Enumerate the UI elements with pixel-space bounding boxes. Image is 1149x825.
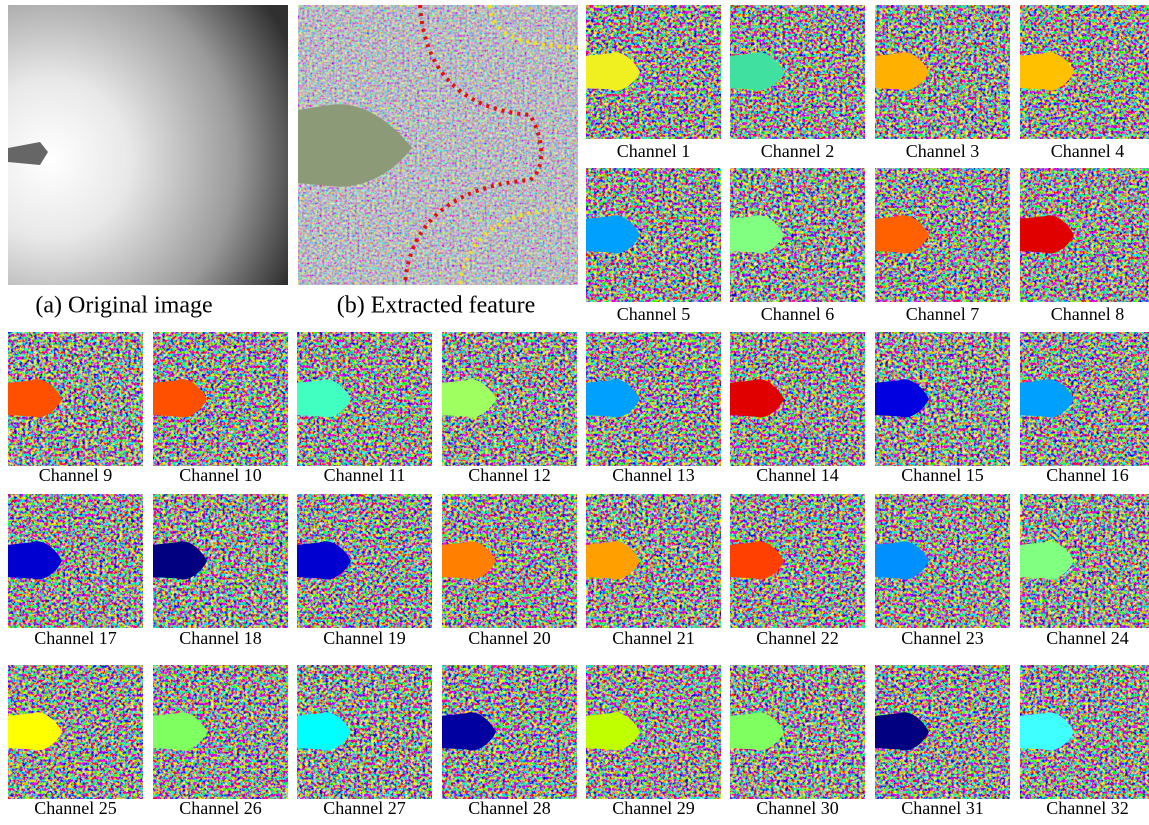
channel-label: Channel 15 [901,465,984,485]
channel-tile: Channel 27 [297,665,432,818]
channel-label: Channel 9 [39,465,113,485]
channel-tile: Channel 16 [1020,332,1149,485]
channel-label: Channel 32 [1046,798,1129,818]
channel-tile: Channel 12 [442,332,577,485]
channel-tile: Channel 22 [730,494,865,648]
channel-label: Channel 6 [761,304,835,324]
channel-label: Channel 28 [468,798,551,818]
channel-label: Channel 22 [756,628,839,648]
channel-tile: Channel 24 [1020,494,1149,648]
channel-tile: Channel 4 [1020,5,1149,161]
channel-tile: Channel 23 [875,494,1010,648]
channel-label: Channel 11 [324,465,406,485]
channel-tile: Channel 15 [875,332,1010,485]
channel-tile: Channel 21 [586,494,721,648]
channel-label: Channel 19 [323,628,406,648]
channel-label: Channel 12 [468,465,551,485]
channel-tile: Channel 28 [442,665,577,818]
channel-label: Channel 4 [1051,141,1125,161]
channel-tile: Channel 18 [153,494,288,648]
channel-label: Channel 26 [179,798,262,818]
channel-label: Channel 29 [612,798,695,818]
original-image [8,5,288,285]
channel-label: Channel 7 [906,304,980,324]
channel-label: Channel 5 [617,304,691,324]
channel-label: Channel 1 [617,141,691,161]
channel-tile: Channel 3 [875,5,1010,161]
channel-tile: Channel 9 [8,332,143,485]
channel-tile: Channel 10 [153,332,288,485]
channel-tile: Channel 6 [730,168,865,324]
channel-tile: Channel 14 [730,332,865,485]
channel-label: Channel 30 [756,798,839,818]
channel-label: Channel 13 [612,465,695,485]
channel-label: Channel 23 [901,628,984,648]
channel-label: Channel 27 [323,798,406,818]
channel-tile: Channel 30 [730,665,865,818]
channel-tile: Channel 20 [442,494,577,648]
channel-tile: Channel 29 [586,665,721,818]
caption: (b) Extracted feature [337,293,536,319]
channel-tile: Channel 1 [586,5,721,161]
channel-tile: Channel 25 [8,665,143,818]
extracted-feature [298,5,578,285]
figure: (a) Original image (b) Extracted feature… [0,0,1149,825]
channel-tile: Channel 31 [875,665,1010,818]
channel-tile: Channel 13 [586,332,721,485]
channel-label: Channel 21 [612,628,695,648]
channel-tile: Channel 19 [297,494,432,648]
channel-tile: Channel 26 [153,665,288,818]
channel-label: Channel 17 [34,628,117,648]
channel-label: Channel 16 [1046,465,1129,485]
channel-tile: Channel 7 [875,168,1010,324]
channel-tile: Channel 2 [730,5,865,161]
channel-label: Channel 31 [901,798,984,818]
channel-label: Channel 25 [34,798,117,818]
channel-tile: Channel 5 [586,168,721,324]
channel-label: Channel 20 [468,628,551,648]
channel-tile: Channel 32 [1020,665,1149,818]
channel-tile: Channel 17 [8,494,143,648]
channel-label: Channel 8 [1051,304,1125,324]
channel-label: Channel 24 [1046,628,1129,648]
channel-label: Channel 10 [179,465,262,485]
channel-tile: Channel 8 [1020,168,1149,324]
channel-label: Channel 18 [179,628,262,648]
caption: (a) Original image [35,293,212,319]
channel-label: Channel 2 [761,141,835,161]
channel-label: Channel 14 [756,465,839,485]
channel-label: Channel 3 [906,141,980,161]
channel-tile: Channel 11 [297,332,432,485]
